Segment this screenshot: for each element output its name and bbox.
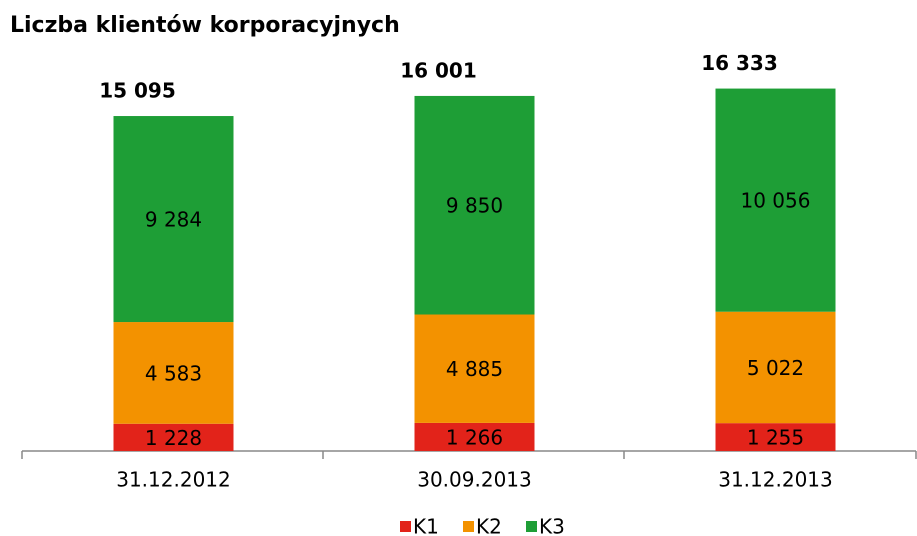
value-label: 4 885 (446, 357, 503, 381)
legend-swatch (400, 521, 411, 532)
value-label: 9 284 (145, 208, 202, 232)
bar-segment (113, 423, 234, 451)
bar-segment (715, 88, 836, 312)
legend-label: K2 (476, 515, 502, 536)
total-label: 16 001 (400, 58, 477, 82)
x-tick-label: 31.12.2013 (718, 468, 833, 492)
bar-segment (715, 311, 836, 424)
bar-segment (414, 95, 535, 315)
bar-segment (113, 322, 234, 424)
value-label: 10 056 (741, 189, 811, 213)
chart-title: Liczba klientów korporacyjnych (10, 13, 400, 38)
total-label: 16 333 (701, 51, 778, 75)
value-label: 1 266 (446, 425, 503, 449)
legend-label: K3 (539, 515, 565, 536)
bar-segment (715, 423, 836, 451)
value-label: 5 022 (747, 356, 804, 380)
legend-swatch (463, 521, 474, 532)
bar-segment (414, 422, 535, 451)
value-label: 9 850 (446, 194, 503, 218)
value-label: 1 228 (145, 426, 202, 450)
legend-swatch (526, 521, 537, 532)
bar-segment (113, 116, 234, 323)
value-label: 4 583 (145, 361, 202, 385)
legend-label: K1 (413, 515, 439, 536)
x-tick-label: 31.12.2012 (116, 468, 231, 492)
value-label: 1 255 (747, 426, 804, 450)
bar-segment (414, 314, 535, 423)
x-tick-label: 30.09.2013 (417, 468, 532, 492)
total-label: 15 095 (99, 79, 176, 103)
